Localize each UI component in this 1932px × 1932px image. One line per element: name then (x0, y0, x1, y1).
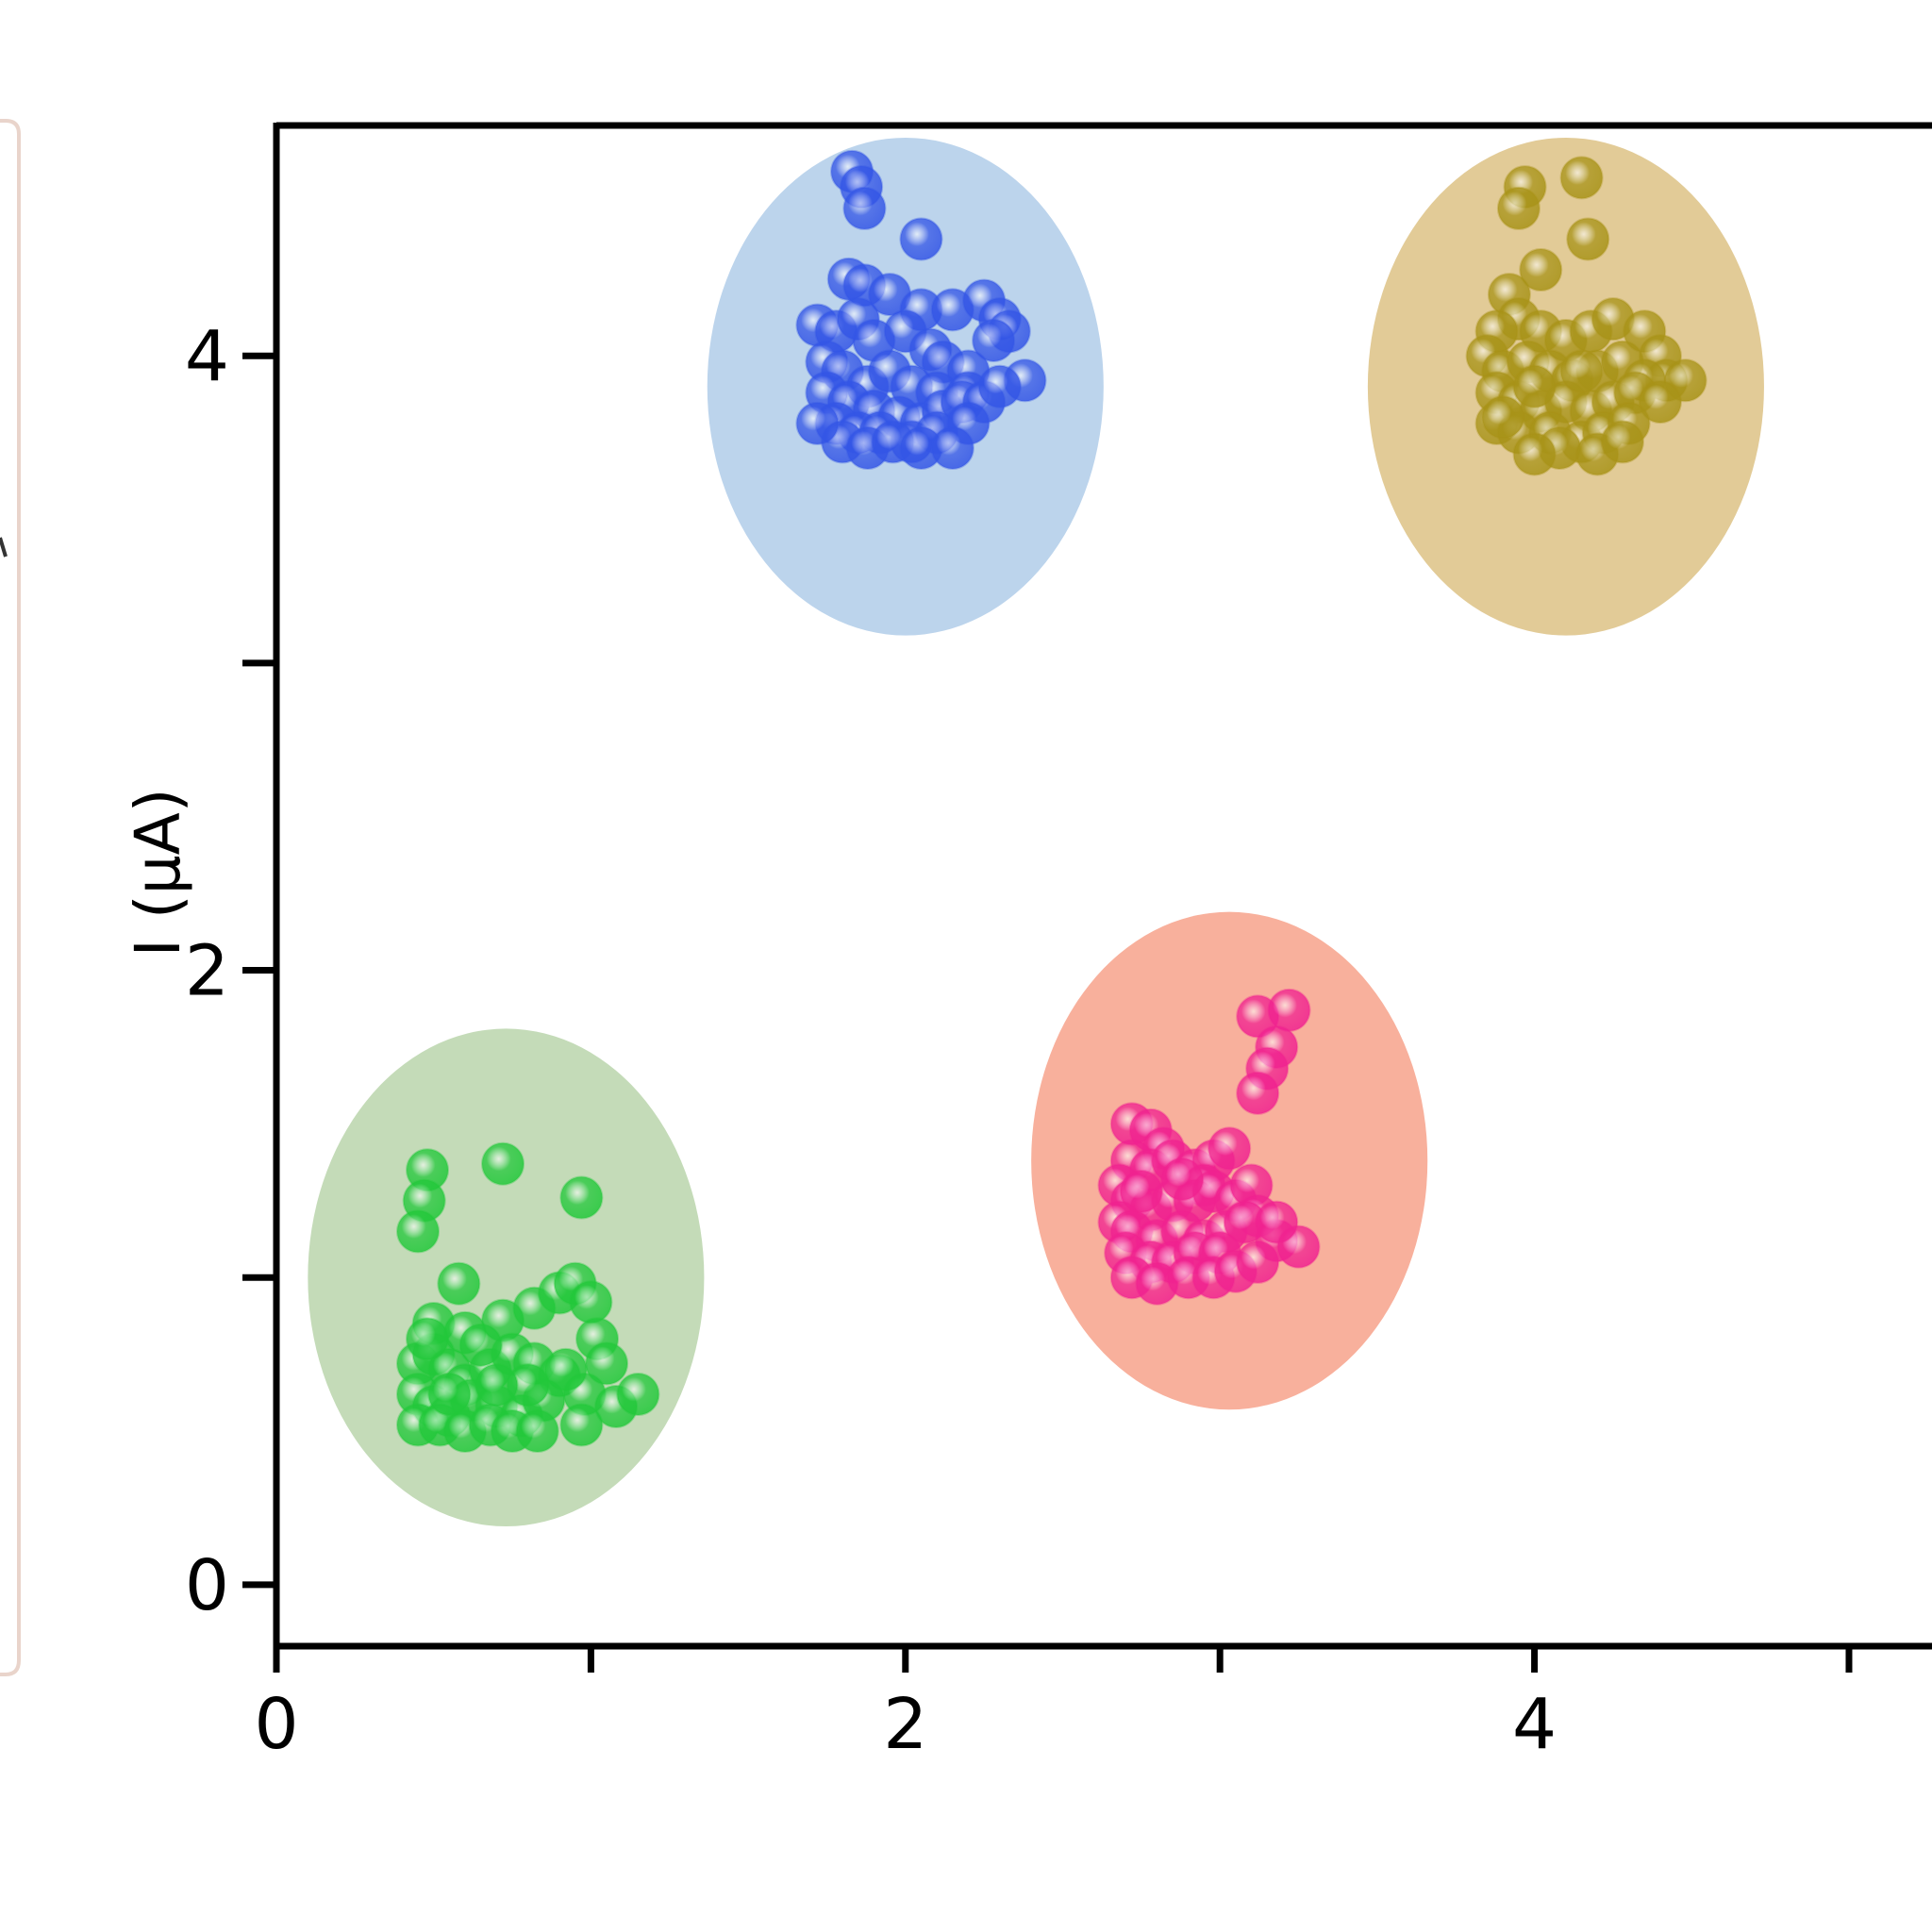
y-tick-label: 4 (185, 316, 229, 397)
data-point (1481, 395, 1525, 440)
data-point (842, 186, 887, 230)
data-point (475, 1363, 519, 1407)
data-point (543, 1347, 588, 1391)
x-axis-ticks: 0 2 4 (254, 1646, 1853, 1765)
data-point (1512, 432, 1557, 476)
data-point (1600, 420, 1644, 464)
data-point (930, 425, 974, 470)
data-point (1119, 1170, 1163, 1214)
data-point (1559, 156, 1604, 200)
data-point (406, 1317, 450, 1361)
data-point (559, 1175, 604, 1220)
data-point (1512, 364, 1557, 408)
data-point (616, 1372, 660, 1416)
data-point (1255, 1200, 1299, 1244)
x-tick-label: 0 (254, 1684, 298, 1765)
data-point (569, 1280, 613, 1324)
y-tick-label: 2 (185, 931, 229, 1012)
data-point (458, 1323, 503, 1367)
x-tick-label: 2 (883, 1684, 927, 1765)
data-point (1638, 380, 1682, 425)
axes (273, 122, 1932, 1650)
data-point (437, 1261, 481, 1306)
data-point (396, 1209, 441, 1254)
data-point (899, 217, 943, 261)
y-axis-ticks: 0 2 4 (185, 316, 276, 1626)
data-point (977, 364, 1022, 408)
data-point (515, 1409, 559, 1454)
y-axis-label: I (μA) (122, 788, 194, 957)
y-tick-label: 0 (185, 1545, 229, 1626)
data-point (972, 318, 1016, 362)
data-point (1496, 186, 1541, 230)
adjacent-panel-frame (0, 119, 21, 1676)
data-point (481, 1141, 525, 1186)
data-point (427, 1372, 472, 1416)
data-point (585, 1341, 629, 1386)
x-tick-label: 4 (1512, 1684, 1557, 1765)
data-point (795, 401, 840, 445)
data-point (1236, 1071, 1280, 1115)
data-point (559, 1403, 604, 1447)
data-point (1519, 248, 1563, 292)
data-point (1160, 1158, 1205, 1202)
data-point (1559, 349, 1604, 393)
data-point (1267, 988, 1311, 1032)
data-points (396, 149, 1707, 1454)
data-point (1236, 1240, 1280, 1284)
data-point (1208, 1126, 1252, 1171)
data-point (1566, 217, 1610, 261)
